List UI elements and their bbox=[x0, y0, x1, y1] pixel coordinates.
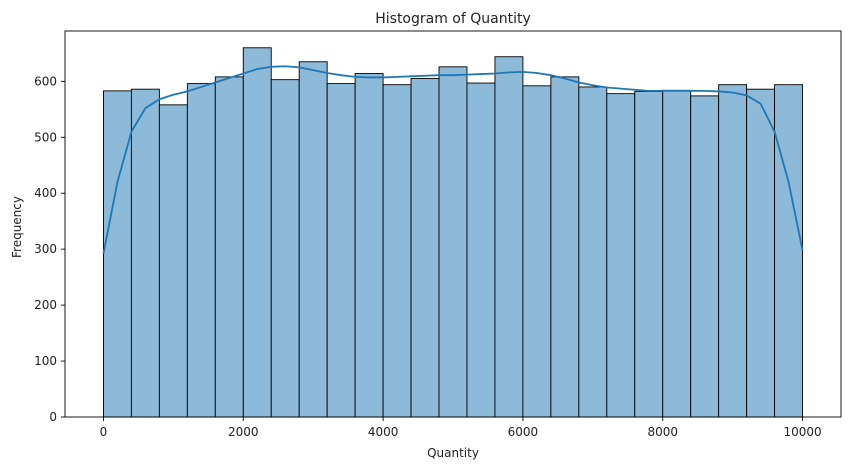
histogram-bar bbox=[410, 78, 440, 418]
histogram-bar bbox=[494, 56, 524, 418]
y-tick-label: 200 bbox=[34, 298, 57, 312]
histogram-bar bbox=[662, 89, 692, 418]
histogram-bar bbox=[103, 90, 132, 418]
histogram-bar bbox=[578, 86, 608, 418]
y-axis-label: Frequency bbox=[10, 196, 24, 258]
histogram-bar bbox=[606, 93, 636, 418]
histogram-bar bbox=[746, 88, 776, 418]
histogram-bar bbox=[298, 61, 328, 418]
histogram-bar bbox=[326, 83, 356, 418]
histogram-bar bbox=[522, 85, 552, 418]
histogram-bar bbox=[354, 73, 384, 418]
kde-curve bbox=[102, 65, 804, 254]
y-tick-label: 500 bbox=[34, 130, 57, 144]
histogram-bar bbox=[130, 88, 160, 418]
y-axis-ticks: 0 100 200 300 400 500 600 bbox=[34, 74, 65, 424]
histogram-bar bbox=[634, 90, 664, 418]
y-tick-label: 100 bbox=[34, 354, 57, 368]
y-tick-label: 300 bbox=[34, 242, 57, 256]
histogram-bar bbox=[690, 95, 720, 418]
histogram-bar bbox=[214, 76, 244, 418]
y-tick-label: 0 bbox=[49, 410, 57, 424]
x-tick-label: 8000 bbox=[647, 425, 678, 439]
histogram-bar bbox=[466, 82, 496, 418]
y-tick-label: 600 bbox=[34, 74, 57, 88]
x-axis-ticks: 0 2000 4000 6000 8000 10000 bbox=[100, 417, 822, 439]
x-tick-label: 6000 bbox=[508, 425, 539, 439]
x-tick-label: 4000 bbox=[368, 425, 399, 439]
x-axis-label: Quantity bbox=[427, 446, 479, 460]
histogram-bar bbox=[438, 66, 468, 418]
plot-frame bbox=[64, 30, 842, 418]
x-tick-label: 10000 bbox=[783, 425, 821, 439]
x-tick-label: 2000 bbox=[228, 425, 259, 439]
histogram-bar bbox=[382, 84, 412, 418]
x-tick-label: 0 bbox=[100, 425, 108, 439]
histogram-bar bbox=[718, 84, 748, 418]
histogram-bar bbox=[186, 83, 216, 418]
histogram-bar bbox=[774, 84, 803, 418]
histogram-bar bbox=[550, 76, 580, 418]
histogram-bar bbox=[242, 47, 272, 418]
chart-title: Histogram of Quantity bbox=[375, 11, 531, 27]
histogram-bar bbox=[270, 79, 300, 418]
histogram-bar bbox=[158, 104, 188, 418]
bars-layer bbox=[103, 47, 803, 418]
y-tick-label: 400 bbox=[34, 186, 57, 200]
